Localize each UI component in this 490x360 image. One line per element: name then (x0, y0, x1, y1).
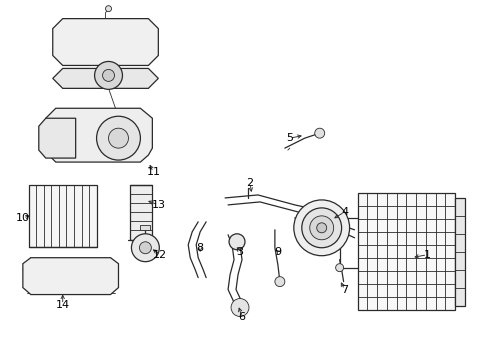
Circle shape (105, 6, 112, 12)
Text: 14: 14 (56, 300, 70, 310)
Bar (137, 240, 146, 246)
Text: 13: 13 (151, 200, 165, 210)
Bar (130, 185, 152, 240)
Circle shape (315, 128, 325, 138)
Polygon shape (23, 258, 119, 294)
Circle shape (336, 214, 343, 222)
Circle shape (95, 62, 122, 89)
Circle shape (140, 242, 151, 254)
Circle shape (302, 208, 342, 248)
Circle shape (317, 223, 327, 233)
Text: 12: 12 (153, 250, 168, 260)
Text: 11: 11 (147, 167, 160, 177)
Text: 9: 9 (274, 247, 281, 257)
Circle shape (275, 276, 285, 287)
Circle shape (97, 116, 141, 160)
Polygon shape (46, 108, 152, 162)
Text: 7: 7 (341, 284, 348, 294)
Bar (141, 225, 150, 230)
Polygon shape (53, 68, 158, 88)
Circle shape (108, 128, 128, 148)
Text: 1: 1 (424, 250, 431, 260)
Circle shape (102, 69, 115, 81)
Circle shape (231, 298, 249, 316)
Text: 8: 8 (196, 243, 204, 253)
Text: 2: 2 (246, 178, 253, 188)
Bar (455, 198, 465, 306)
Text: 10: 10 (16, 213, 30, 223)
Bar (75, 26, 135, 58)
Polygon shape (39, 118, 75, 158)
Text: 6: 6 (239, 312, 245, 323)
Bar (358, 193, 455, 310)
Polygon shape (53, 19, 158, 66)
Circle shape (336, 264, 343, 272)
Text: 4: 4 (341, 207, 348, 217)
Circle shape (131, 234, 159, 262)
Text: 5: 5 (286, 133, 294, 143)
Bar (29, 185, 97, 247)
Circle shape (294, 200, 349, 256)
Circle shape (310, 216, 334, 240)
Circle shape (229, 234, 245, 250)
Text: 3: 3 (237, 247, 244, 257)
